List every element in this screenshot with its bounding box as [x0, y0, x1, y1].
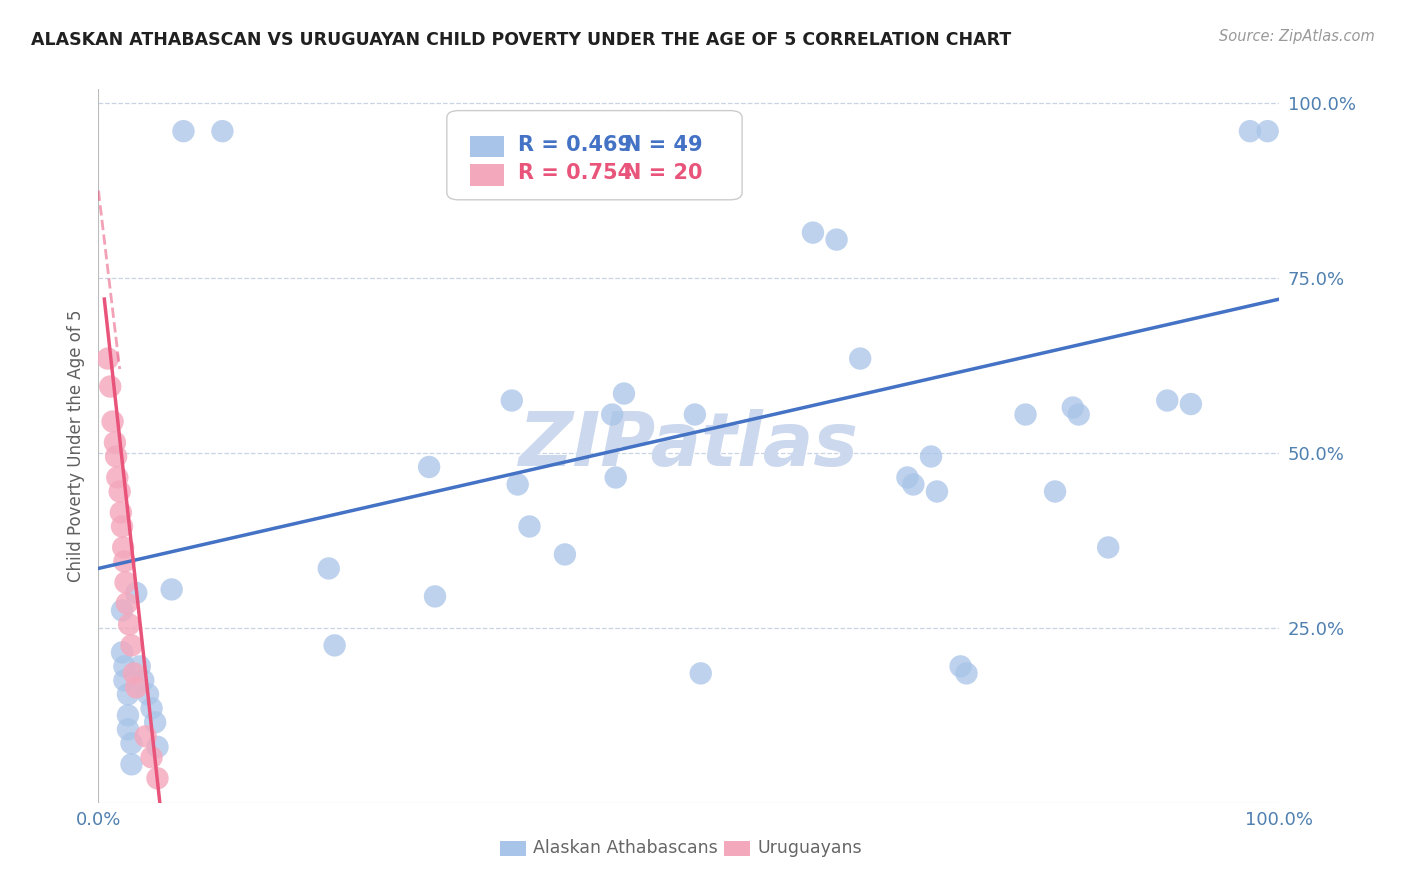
Point [689, 666, 711, 681]
Point [141, 750, 163, 764]
FancyBboxPatch shape [471, 136, 503, 157]
Text: N = 20: N = 20 [624, 163, 703, 184]
Point [896, 470, 918, 484]
Point [955, 666, 977, 681]
Point [136, 687, 159, 701]
Point [318, 561, 340, 575]
Point [1097, 541, 1119, 555]
Point [125, 681, 148, 695]
Point [121, 736, 143, 750]
Text: R = 0.754: R = 0.754 [517, 163, 631, 184]
Point [97, 351, 120, 366]
Point [554, 548, 576, 562]
Point [683, 408, 706, 422]
Point [323, 639, 346, 653]
Point [110, 506, 132, 520]
Point [141, 701, 163, 715]
Point [111, 519, 134, 533]
Point [128, 659, 150, 673]
Text: R = 0.469: R = 0.469 [517, 135, 631, 155]
Point [104, 435, 127, 450]
FancyBboxPatch shape [724, 840, 751, 856]
Point [114, 575, 136, 590]
Point [925, 484, 948, 499]
Point [101, 415, 124, 429]
Text: Source: ZipAtlas.com: Source: ZipAtlas.com [1219, 29, 1375, 44]
Point [160, 582, 183, 597]
Text: ALASKAN ATHABASCAN VS URUGUAYAN CHILD POVERTY UNDER THE AGE OF 5 CORRELATION CHA: ALASKAN ATHABASCAN VS URUGUAYAN CHILD PO… [31, 31, 1011, 49]
Point [143, 715, 166, 730]
Text: N = 49: N = 49 [624, 135, 703, 155]
Point [423, 590, 446, 604]
Point [801, 226, 824, 240]
Point [418, 460, 440, 475]
Point [121, 639, 143, 653]
Point [125, 586, 148, 600]
Point [105, 470, 128, 484]
Point [1062, 401, 1084, 415]
Point [849, 351, 872, 366]
Point [115, 596, 138, 610]
FancyBboxPatch shape [447, 111, 742, 200]
FancyBboxPatch shape [501, 840, 526, 856]
Point [211, 124, 233, 138]
Point [172, 124, 194, 138]
Point [920, 450, 942, 464]
Point [105, 450, 128, 464]
Point [903, 477, 925, 491]
Point [1239, 124, 1261, 138]
Point [117, 708, 139, 723]
Point [111, 645, 134, 659]
Point [117, 687, 139, 701]
Point [1156, 393, 1178, 408]
Text: Alaskan Athabascans: Alaskan Athabascans [533, 838, 718, 856]
Text: Uruguayans: Uruguayans [758, 838, 862, 856]
Point [118, 617, 141, 632]
Point [108, 484, 131, 499]
Point [1257, 124, 1279, 138]
Text: ZIPatlas: ZIPatlas [519, 409, 859, 483]
Point [122, 666, 145, 681]
FancyBboxPatch shape [471, 164, 503, 186]
Point [1180, 397, 1202, 411]
Point [613, 386, 636, 401]
Point [135, 729, 157, 743]
Y-axis label: Child Poverty Under the Age of 5: Child Poverty Under the Age of 5 [66, 310, 84, 582]
Point [112, 673, 135, 688]
Point [146, 739, 169, 754]
Point [1014, 408, 1036, 422]
Point [501, 393, 523, 408]
Point [1043, 484, 1066, 499]
Point [112, 554, 135, 568]
Point [605, 470, 627, 484]
Point [132, 673, 155, 688]
Point [825, 233, 848, 247]
Point [506, 477, 529, 491]
Point [1067, 408, 1090, 422]
Point [600, 408, 623, 422]
Point [949, 659, 972, 673]
Point [112, 659, 135, 673]
Point [121, 757, 143, 772]
Point [111, 603, 134, 617]
Point [146, 772, 169, 786]
Point [519, 519, 541, 533]
Point [117, 723, 139, 737]
Point [98, 379, 121, 393]
Point [112, 541, 135, 555]
